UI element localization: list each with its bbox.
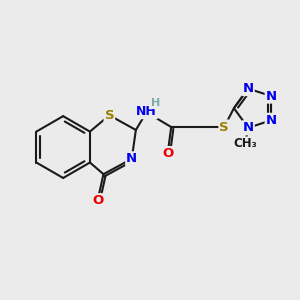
Text: N: N [266, 90, 277, 103]
Text: O: O [162, 147, 173, 160]
Text: S: S [105, 109, 114, 122]
Text: N: N [266, 114, 277, 127]
Text: NH: NH [136, 105, 157, 118]
Text: N: N [243, 82, 254, 95]
Text: O: O [92, 194, 103, 207]
Text: N: N [243, 121, 254, 134]
Text: H: H [151, 98, 160, 109]
Text: CH₃: CH₃ [233, 137, 257, 151]
Text: S: S [219, 121, 229, 134]
Text: N: N [126, 152, 137, 165]
